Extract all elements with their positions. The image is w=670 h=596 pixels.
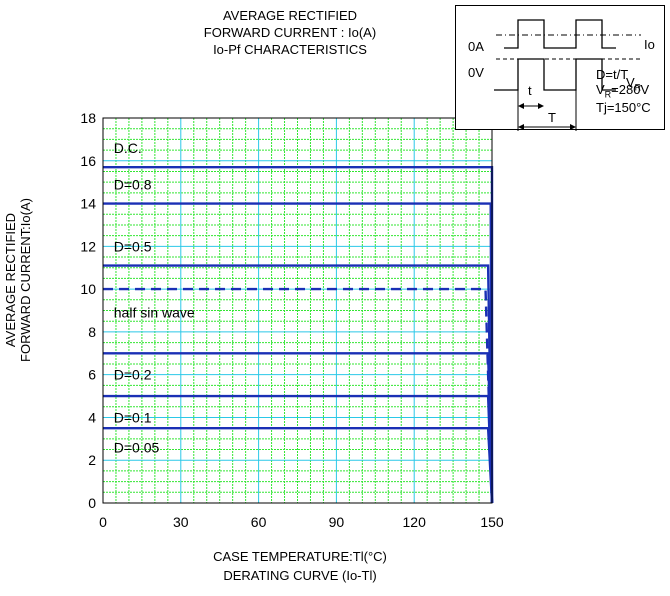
- axes: [102, 117, 493, 504]
- grid-minor: [103, 118, 492, 503]
- t-arrow-head-left: [518, 103, 524, 109]
- y-tick-label: 0: [88, 495, 96, 511]
- x-tick-label: 120: [403, 514, 427, 530]
- y-axis-label: AVERAGE RECTIFIED FORWARD CURRENT:Io(A): [3, 170, 33, 390]
- label-tj: Tj=150°C: [596, 100, 651, 115]
- x-axis-label-line-1: CASE TEMPERATURE:Tl(°C): [213, 549, 387, 564]
- y-axis-label-line-1: AVERAGE RECTIFIED: [3, 212, 18, 348]
- x-axis-label-line-2: DERATING CURVE (Io-Tl): [223, 568, 377, 583]
- label-vr-value: VR=280V: [596, 82, 650, 100]
- curve-label: D=0.5: [114, 238, 152, 254]
- y-tick-label: 10: [80, 281, 96, 297]
- curve-label: D.C.: [114, 140, 142, 156]
- y-tick-label: 14: [80, 196, 96, 212]
- waveform-diagram: [494, 19, 641, 131]
- label-0V: 0V: [468, 65, 484, 80]
- io-waveform: [504, 19, 616, 49]
- label-t: t: [528, 83, 532, 98]
- y-tick-label: 16: [80, 153, 96, 169]
- label-io: Io: [644, 37, 655, 52]
- curve-labels: D.C. D=0.8 D=0.5 half sin wave D=0.2 D=0.1 D=0…: [114, 140, 195, 455]
- label-T: T: [548, 110, 556, 125]
- x-tick-label: 0: [99, 514, 107, 530]
- x-tick-label: 90: [329, 514, 345, 530]
- curve-label: D=0.1: [114, 409, 152, 425]
- x-tick-label: 30: [173, 514, 189, 530]
- chart-title-line-3: Io-Pf CHARACTERISTICS: [213, 42, 367, 57]
- T-arrow-head-left: [518, 124, 524, 130]
- y-tick-label: 8: [88, 324, 96, 340]
- y-tick-label: 18: [80, 110, 96, 126]
- x-tick-label: 60: [251, 514, 267, 530]
- y-tick-label: 12: [80, 238, 96, 254]
- label-vr: VR: [626, 75, 642, 93]
- curve-label: D=0.2: [114, 367, 152, 383]
- tick-labels: 0 30 60 90 120 150 0 2 4 6 8 10 12 14 16 18: [80, 110, 503, 530]
- chart-title-line-2: FORWARD CURRENT : Io(A): [203, 25, 377, 40]
- x-tick-label: 150: [480, 514, 504, 530]
- chart-title-line-1: AVERAGE RECTIFIED: [222, 8, 358, 23]
- label-0A: 0A: [468, 39, 484, 54]
- plot-frame: [102, 117, 493, 504]
- waveform-inset: 0A 0V Io VR t T D=t/T VR=280V Tj=150°C: [455, 5, 665, 131]
- curve-label: D=0.05: [114, 439, 160, 455]
- y-tick-label: 2: [88, 452, 96, 468]
- y-tick-label: 4: [88, 409, 96, 425]
- y-axis-label-line-2: FORWARD CURRENT:Io(A): [18, 198, 33, 362]
- curve-d-0-05: [103, 426, 494, 504]
- curve-label: D=0.8: [114, 176, 152, 192]
- T-arrow-head-right: [570, 124, 576, 130]
- vr-waveform: [494, 58, 616, 91]
- y-tick-label: 6: [88, 367, 96, 383]
- label-duty: D=t/T: [596, 67, 629, 82]
- t-arrow-head-right: [538, 103, 544, 109]
- curve-label: half sin wave: [114, 305, 195, 321]
